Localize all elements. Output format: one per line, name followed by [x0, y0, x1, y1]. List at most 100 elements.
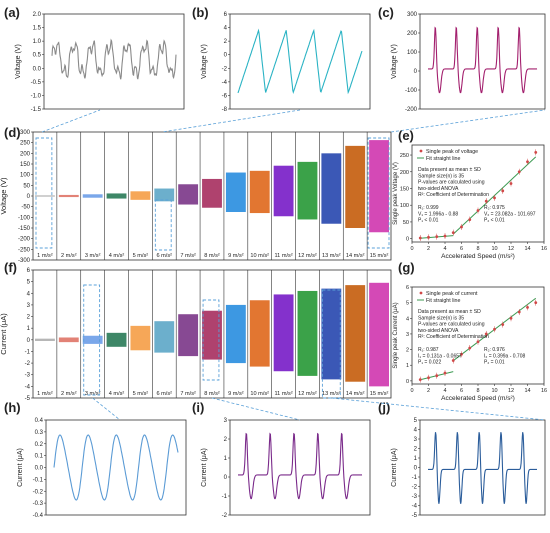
- signal-band: [130, 191, 151, 200]
- x-axis-label-g: Accelerated Speed (m/s²): [441, 395, 515, 402]
- y-axis-label-j: Current (μA): [391, 448, 398, 487]
- y-axis-label-f: Current (μA): [0, 313, 8, 355]
- data-point: [509, 182, 513, 185]
- stats-right-line: P₂ < 0.01: [484, 218, 505, 224]
- y-tick-label: 150: [400, 186, 409, 192]
- x-tick-label: 8: [476, 388, 479, 394]
- y-tick-label: -4: [222, 80, 228, 86]
- data-point: [443, 234, 447, 238]
- y-tick-label: -8: [222, 107, 228, 113]
- legend-marker-points: [419, 149, 423, 153]
- data-point: [517, 310, 521, 314]
- y-tick-label: -4: [25, 384, 31, 390]
- category-label: 15 m/s²: [370, 391, 389, 397]
- signal-band: [369, 282, 389, 387]
- note-line: Data present as mean ± SD: [418, 309, 481, 315]
- y-tick-label: -0.5: [31, 80, 42, 86]
- waveform-line-b: [237, 28, 363, 95]
- y-tick-label: 0: [27, 338, 31, 344]
- y-axis-label-g: Single peak Current (μA): [393, 302, 399, 368]
- y-axis-label-a: Voltage (V): [15, 44, 22, 79]
- x-tick-label: 16: [541, 388, 547, 394]
- category-label: 15 m/s²: [370, 253, 389, 259]
- stats-right-line: V₂ = 23.082a - 101.697: [484, 211, 536, 217]
- callout-line: [331, 397, 546, 421]
- data-point: [501, 189, 505, 193]
- highlight-box: [367, 137, 390, 249]
- y-tick-label: -1.5: [31, 107, 42, 113]
- x-tick-label: 12: [508, 388, 514, 394]
- highlight-box: [35, 137, 53, 249]
- x-tick-label: 12: [508, 246, 514, 252]
- signal-band: [178, 184, 199, 205]
- note-line: P-values are calculated using: [418, 180, 485, 186]
- y-tick-label: 100: [400, 203, 409, 209]
- y-tick-label: 0: [224, 53, 228, 59]
- y-tick-label: 1: [414, 456, 418, 462]
- category-label: 5 m/s²: [133, 391, 149, 397]
- data-point: [451, 359, 455, 362]
- y-tick-label: 100: [407, 50, 418, 56]
- callout-line: [390, 109, 546, 133]
- data-point: [484, 332, 488, 336]
- y-tick-label: 4: [224, 26, 228, 32]
- note-line: two-sided ANOVA: [418, 328, 459, 334]
- data-point: [476, 340, 480, 344]
- waveform-line-j: [428, 432, 537, 504]
- plot-frame-i: [229, 419, 371, 516]
- category-label: 14 m/s²: [346, 253, 365, 259]
- data-point: [427, 235, 430, 239]
- signal-band: [273, 165, 294, 217]
- stats-right-line: R₂: 0.976: [484, 347, 505, 353]
- category-label: 14 m/s²: [346, 391, 365, 397]
- category-label: 1 m/s²: [37, 391, 53, 397]
- y-tick-label: 3: [406, 332, 409, 338]
- y-tick-label: 50: [23, 183, 30, 189]
- y-tick-label: -2: [222, 66, 228, 72]
- note-line: P-values are calculated using: [418, 322, 485, 328]
- signal-band: [58, 194, 79, 198]
- signal-band: [321, 153, 342, 224]
- signal-band: [225, 172, 246, 212]
- y-tick-label: -200: [18, 237, 31, 243]
- data-point: [418, 236, 422, 240]
- highlight-box: [321, 289, 341, 399]
- data-point: [435, 235, 439, 239]
- signal-band: [82, 194, 103, 198]
- stats-left-line: P₁ = 0.022: [418, 360, 441, 366]
- category-label: 8 m/s²: [204, 391, 220, 397]
- category-label: 2 m/s²: [61, 253, 77, 259]
- y-axis-label-b: Voltage (V): [201, 44, 208, 79]
- stats-right-line: I₂ = 0.399a - 0.708: [484, 353, 525, 359]
- note-line: two-sided ANOVA: [418, 186, 459, 192]
- highlight-box: [83, 284, 101, 396]
- y-tick-label: 4: [414, 428, 418, 434]
- y-tick-label: 50: [403, 220, 409, 226]
- note-line: Sample size(n) is 35: [418, 315, 464, 321]
- category-label: 4 m/s²: [109, 253, 125, 259]
- category-label: 12 m/s²: [298, 253, 317, 259]
- y-tick-label: 0.1: [35, 454, 44, 460]
- y-tick-label: 0.4: [35, 418, 44, 424]
- data-point: [468, 218, 472, 221]
- y-tick-label: 5: [406, 301, 409, 307]
- stats-right-line: R₂: 0.975: [484, 205, 505, 211]
- y-tick-label: 6: [406, 285, 409, 291]
- y-tick-label: 150: [20, 162, 31, 168]
- stats-left-line: P₁ < 0.01: [418, 218, 439, 224]
- data-point: [534, 150, 538, 154]
- signal-band: [178, 314, 199, 357]
- y-tick-label: 0: [27, 194, 31, 200]
- y-tick-label: 0: [414, 69, 418, 75]
- y-tick-label: -5: [412, 513, 418, 519]
- plot-frame-h: [45, 419, 187, 516]
- legend-marker-points: [419, 291, 423, 295]
- panel-label-f: (f): [4, 260, 17, 275]
- y-tick-label: -1: [25, 349, 31, 355]
- note-line: R²: Coefficient of Determination: [418, 334, 489, 340]
- data-point: [526, 160, 529, 164]
- x-tick-label: 10: [491, 246, 497, 252]
- category-label: 3 m/s²: [85, 391, 101, 397]
- legend-label-points: Single peak of current: [426, 291, 478, 297]
